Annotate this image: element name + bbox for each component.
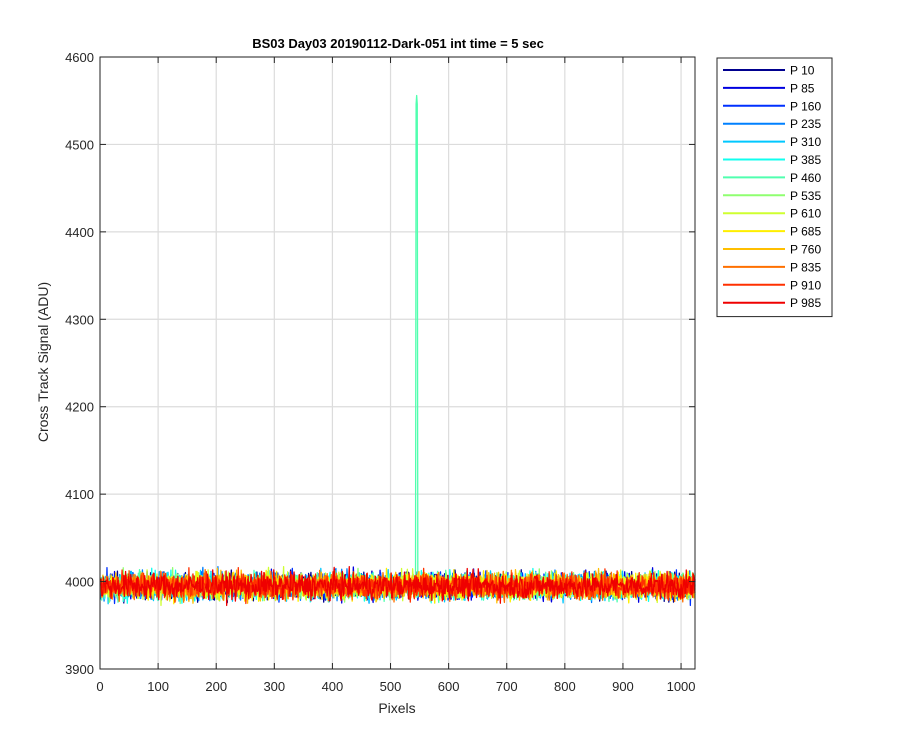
chart-title: BS03 Day03 20190112-Dark-051 int time = … — [252, 36, 544, 51]
legend-entry: P 160 — [790, 99, 821, 113]
axes-background — [100, 57, 695, 669]
y-tick-label: 3900 — [65, 662, 94, 677]
y-tick-label: 4100 — [65, 487, 94, 502]
x-tick-label: 800 — [554, 679, 576, 694]
y-axis-label: Cross Track Signal (ADU) — [35, 282, 51, 442]
x-axis-label: Pixels — [378, 700, 415, 716]
y-tick-label: 4500 — [65, 137, 94, 152]
legend-entry: P 10 — [790, 64, 815, 78]
y-tick-label: 4000 — [65, 575, 94, 590]
y-tick-label: 4600 — [65, 50, 94, 65]
x-tick-label: 600 — [438, 679, 460, 694]
x-tick-label: 0 — [96, 679, 103, 694]
legend-entry: P 760 — [790, 243, 821, 257]
series-lines — [99, 94, 696, 607]
x-tick-label: 1000 — [667, 679, 696, 694]
y-tick-label: 4400 — [65, 225, 94, 240]
legend-entry: P 310 — [790, 135, 821, 149]
legend-entry: P 910 — [790, 278, 821, 292]
y-tick-label: 4300 — [65, 312, 94, 327]
legend-entry: P 835 — [790, 260, 821, 274]
legend-box — [716, 57, 833, 318]
x-tick-label: 100 — [147, 679, 169, 694]
legend-entry: P 535 — [790, 189, 821, 203]
axes-box — [99, 56, 696, 670]
legend-entry: P 85 — [790, 81, 815, 95]
x-tick-label: 400 — [322, 679, 344, 694]
legend-entry: P 385 — [790, 153, 821, 167]
legend-entry: P 685 — [790, 225, 821, 239]
legend-entry: P 985 — [790, 296, 821, 310]
legend: P 10 P 85 P 160 P 235 P 310 P 385 P 460 P 535 P … — [716, 57, 833, 318]
x-tick-label: 500 — [380, 679, 402, 694]
axis-ticks — [99, 56, 695, 670]
x-tick-label: 900 — [612, 679, 634, 694]
y-tick-label: 4200 — [65, 400, 94, 415]
series-line — [99, 566, 696, 607]
legend-entry: P 235 — [790, 117, 821, 131]
x-tick-label: 300 — [263, 679, 285, 694]
plot-area — [99, 56, 696, 670]
legend-entry: P 460 — [790, 171, 821, 185]
x-tick-label: 700 — [496, 679, 518, 694]
legend-entry: P 610 — [790, 207, 821, 221]
x-tick-label: 200 — [205, 679, 227, 694]
